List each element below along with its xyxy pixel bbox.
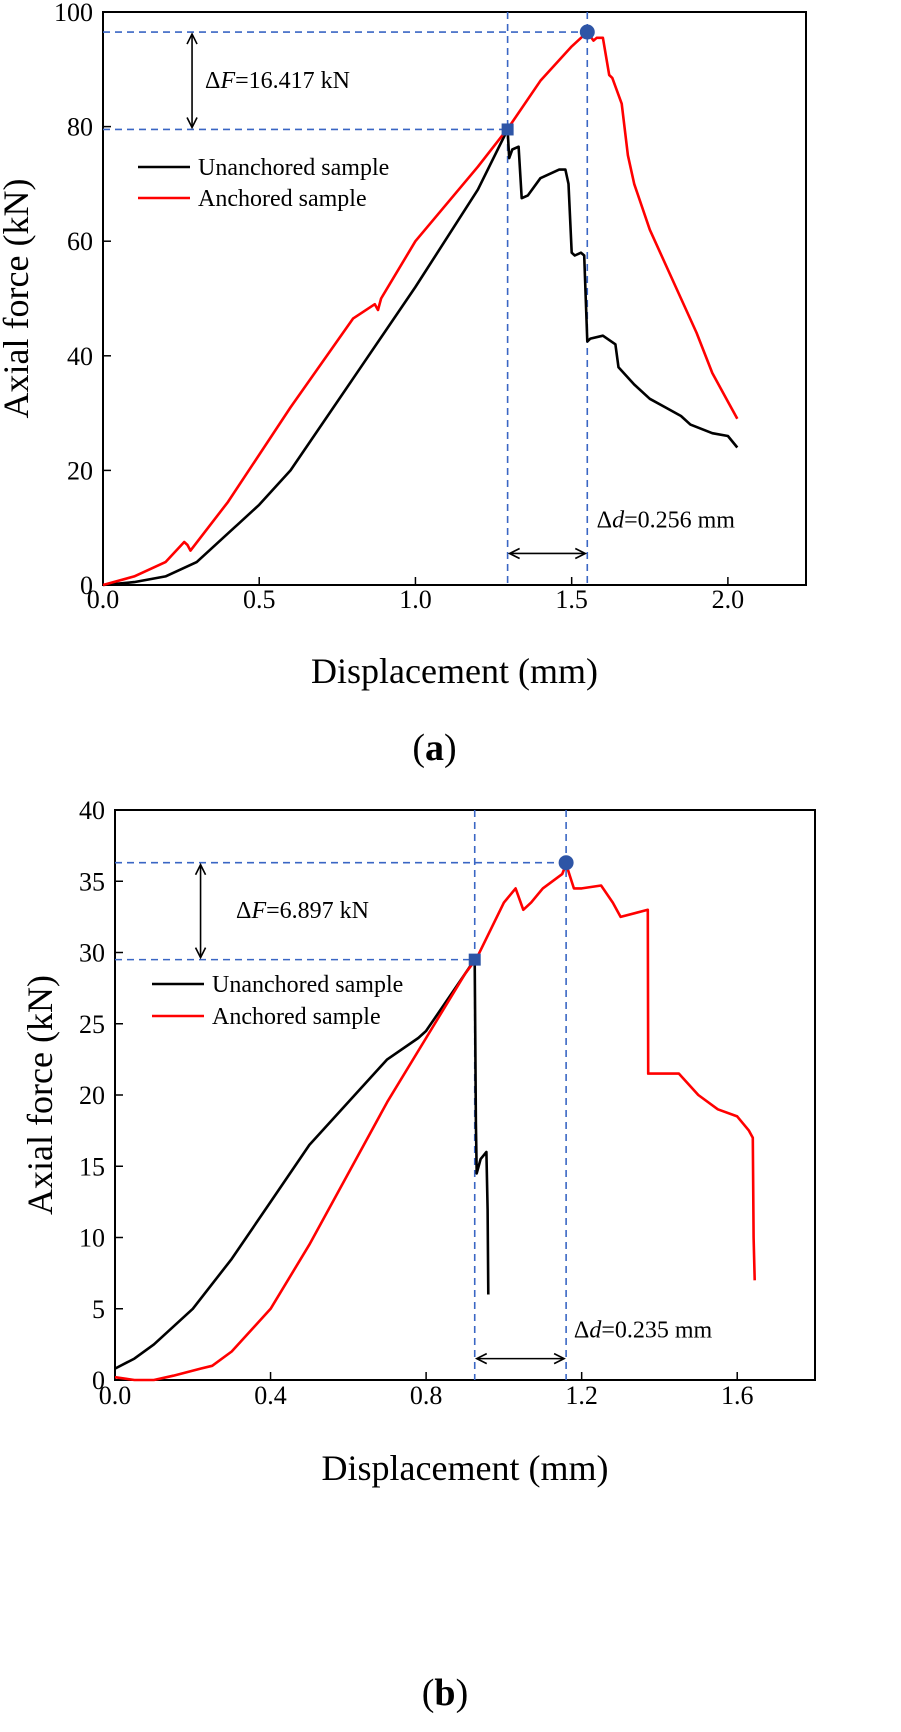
peak-marker-anchored xyxy=(558,855,574,871)
y-tick-label: 60 xyxy=(67,227,93,256)
legend-label-unanchored: Unanchored sample xyxy=(212,972,403,998)
delta-f-arrowhead-bottom xyxy=(194,947,207,960)
series-line-anchored xyxy=(114,862,756,1382)
x-tick-label: 1.0 xyxy=(399,585,432,614)
y-axis-title: Axial force (kN) xyxy=(0,179,36,419)
series-line-unanchored xyxy=(102,128,739,587)
y-tick-label: 5 xyxy=(92,1295,105,1324)
series-line-unanchored xyxy=(114,958,490,1370)
x-tick-label: 0.0 xyxy=(87,585,120,614)
y-tick-label: 10 xyxy=(79,1224,105,1253)
peak-marker-anchored xyxy=(579,24,595,40)
y-tick-label: 40 xyxy=(67,342,93,371)
y-tick-label: 30 xyxy=(79,939,105,968)
y-tick-label: 0 xyxy=(92,1366,105,1395)
x-tick-label: 1.6 xyxy=(721,1381,754,1410)
legend-label-anchored: Anchored sample xyxy=(212,1004,381,1030)
delta-f-arrowhead-top xyxy=(194,862,207,876)
x-tick-label: 0.4 xyxy=(254,1381,287,1410)
legend-label-anchored: Anchored sample xyxy=(198,186,367,212)
delta-d-arrowhead-left xyxy=(507,547,520,560)
delta-f-arrowhead-bottom xyxy=(186,117,198,130)
plot-frame xyxy=(102,11,807,586)
panel-caption: (a) xyxy=(412,727,456,769)
x-axis-title: Displacement (mm) xyxy=(322,1448,609,1488)
delta-f-label: ΔF=16.417 kN xyxy=(205,68,350,94)
panel-a: 0.0 0.5 1.0 1.5 2.0 0 20 40 60 80 100 Displacement … xyxy=(0,0,807,769)
delta-d-arrowhead-right xyxy=(574,547,588,560)
plot-frame xyxy=(114,809,816,1381)
x-tick-label: 1.5 xyxy=(555,585,588,614)
delta-d-arrowhead-right xyxy=(553,1352,566,1365)
delta-d-arrowhead-left xyxy=(474,1352,488,1365)
y-tick-label: 20 xyxy=(67,456,93,485)
x-tick-label: 0.8 xyxy=(410,1381,443,1410)
panel-caption: (b) xyxy=(422,1672,468,1714)
delta-d-label: Δd=0.235 mm xyxy=(574,1317,713,1343)
y-tick-label: 80 xyxy=(67,113,93,142)
panel-b: 0.0 0.4 0.8 1.2 1.6 0 5 10 15 20 25 30 35 40 Displacem… xyxy=(20,796,816,1714)
peak-marker-unanchored xyxy=(468,953,481,966)
y-tick-label: 35 xyxy=(79,867,105,896)
y-tick-label: 100 xyxy=(54,0,93,27)
y-tick-label: 40 xyxy=(79,796,105,825)
peak-marker-unanchored xyxy=(501,123,514,136)
delta-d-label: Δd=0.256 mm xyxy=(597,508,736,534)
x-tick-label: 2.0 xyxy=(712,585,745,614)
y-tick-label: 25 xyxy=(79,1010,105,1039)
y-axis-title: Axial force (kN) xyxy=(20,975,60,1215)
x-tick-label: 0.0 xyxy=(99,1381,132,1410)
delta-f-label: ΔF=6.897 kN xyxy=(236,898,369,924)
y-tick-label: 0 xyxy=(80,571,93,600)
y-tick-label: 15 xyxy=(79,1152,105,1181)
delta-f-arrowhead-top xyxy=(186,32,198,45)
series-line-anchored xyxy=(102,30,739,587)
x-tick-label: 1.2 xyxy=(565,1381,598,1410)
y-tick-label: 20 xyxy=(79,1081,105,1110)
x-tick-label: 0.5 xyxy=(243,585,276,614)
legend-label-unanchored: Unanchored sample xyxy=(198,155,389,181)
x-axis-title: Displacement (mm) xyxy=(311,651,598,691)
